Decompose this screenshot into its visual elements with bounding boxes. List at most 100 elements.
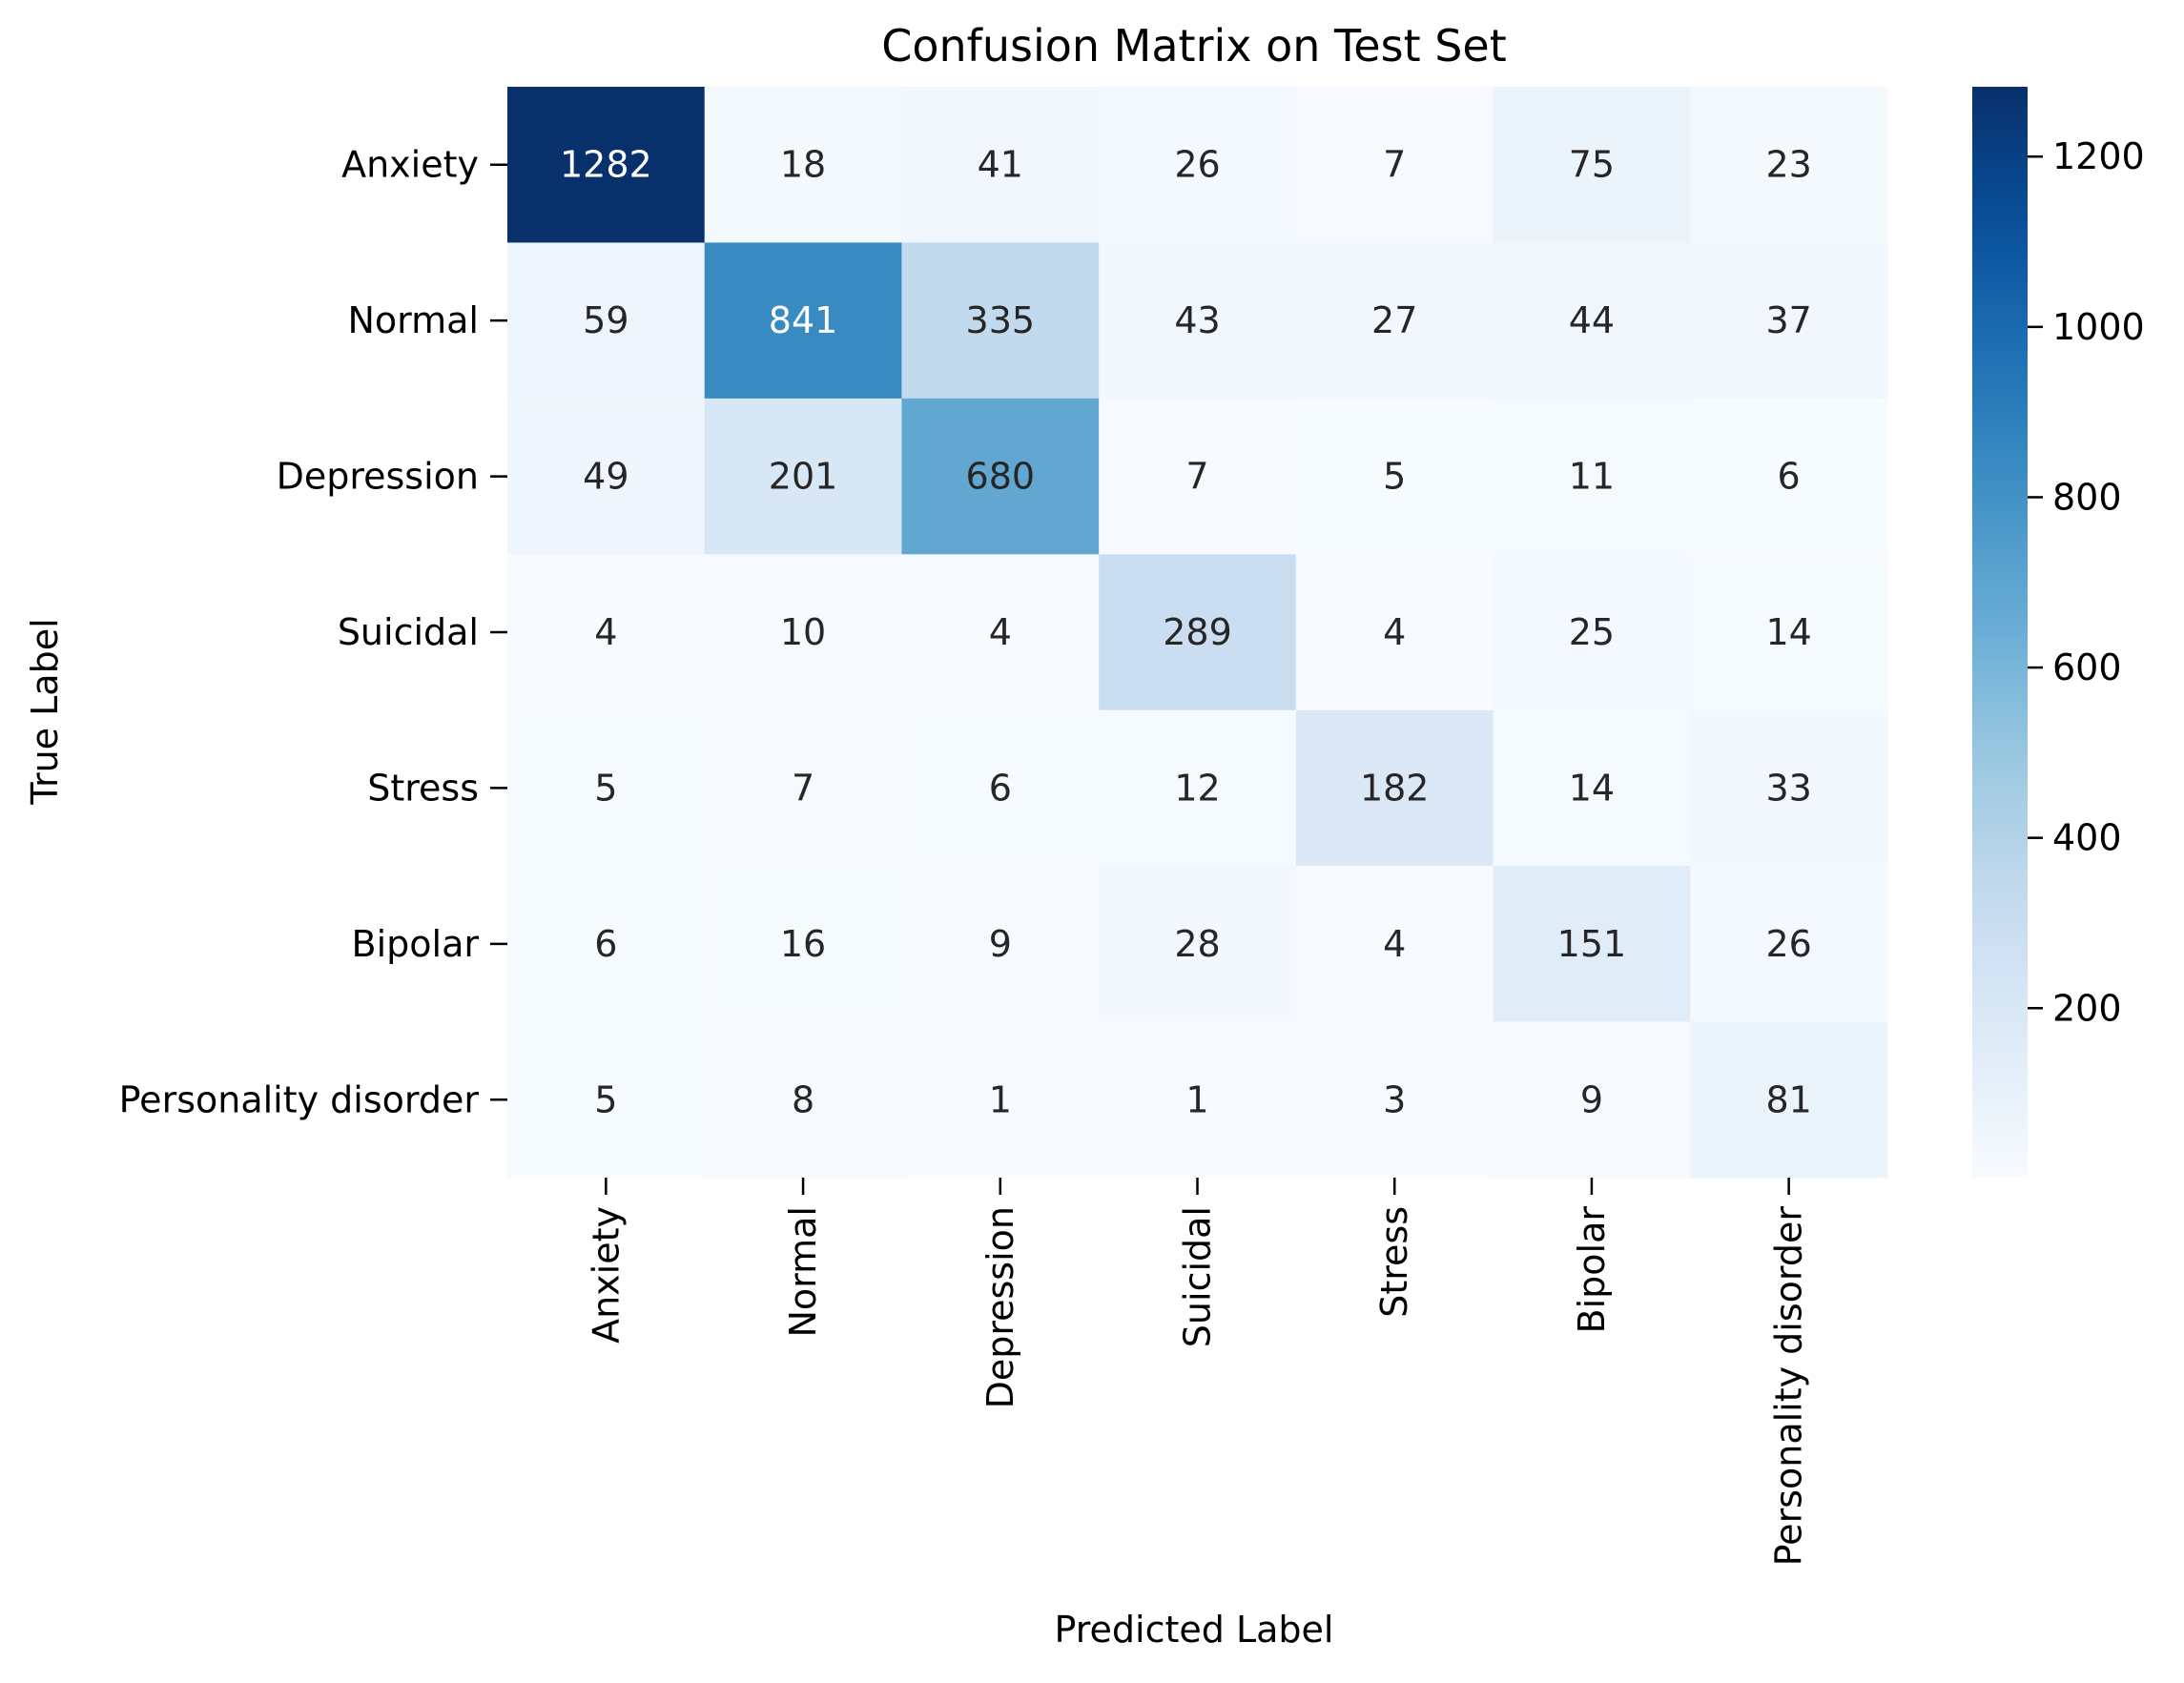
x-tick-label: Bipolar: [1571, 1206, 1613, 1334]
cell-value-label: 26: [1765, 923, 1811, 965]
cell-value-label: 6: [989, 767, 1012, 809]
y-tick-labels: Anxiety Normal Depression Suicidal Stress Bip…: [119, 144, 507, 1120]
cell-value-label: 16: [780, 923, 826, 965]
cell-value-label: 1: [1185, 1078, 1208, 1120]
heatmap-cell: [507, 709, 706, 867]
cell-value-label: 9: [1580, 1078, 1603, 1120]
x-tick-label: Suicidal: [1177, 1206, 1219, 1347]
heatmap-cell: [901, 554, 1100, 711]
heatmap-cell: [1295, 709, 1494, 867]
heatmap-cell: [1493, 554, 1691, 711]
cell-value-label: 4: [989, 611, 1012, 653]
heatmap-cell: [901, 398, 1100, 555]
cell-value-label: 9: [989, 923, 1012, 965]
heatmap-cell: [704, 398, 903, 555]
cell-value-label: 12: [1174, 767, 1220, 809]
heatmap-cell: [1690, 709, 1888, 867]
cell-value-label: 43: [1174, 299, 1220, 341]
heatmap-cell: [1493, 242, 1691, 400]
x-tick-labels: Anxiety Normal Depression Suicidal Stress Bip…: [585, 1178, 1810, 1567]
cell-value-label: 6: [1778, 456, 1801, 498]
heatmap-cell: [1690, 242, 1888, 400]
heatmap-cell: [507, 1021, 706, 1179]
cell-value-label: 23: [1765, 144, 1811, 186]
cell-value-label: 182: [1360, 767, 1430, 809]
heatmap-cell: [1295, 398, 1494, 555]
cell-value-label: 59: [583, 299, 628, 341]
x-tick-label: Personality disorder: [1768, 1206, 1810, 1567]
x-tick-label: Depression: [979, 1206, 1021, 1408]
cell-value-label: 5: [1383, 456, 1406, 498]
heatmap-cell: [1690, 554, 1888, 711]
cell-value-label: 1: [989, 1078, 1012, 1120]
heatmap-cell: [901, 242, 1100, 400]
cell-value-label: 18: [780, 144, 826, 186]
cell-value-label: 3: [1383, 1078, 1406, 1120]
cell-value-label: 41: [978, 144, 1023, 186]
cell-value-label: 201: [769, 456, 838, 498]
y-tick-label: Depression: [277, 456, 479, 498]
cell-value-label: 75: [1569, 144, 1615, 186]
heatmap-cell: [507, 554, 706, 711]
colorbar-tick-label: 200: [2052, 987, 2122, 1029]
cell-value-label: 5: [594, 1078, 617, 1120]
cell-value-label: 4: [594, 611, 617, 653]
heatmap-cell: [1099, 398, 1297, 555]
colorbar-tick-label: 800: [2052, 476, 2122, 518]
heatmap-cell: [1295, 1021, 1494, 1179]
heatmap-cell: [1690, 398, 1888, 555]
cell-value-label: 25: [1569, 611, 1615, 653]
heatmap-cell: [704, 87, 903, 244]
cell-value-label: 81: [1765, 1078, 1811, 1120]
cell-value-label: 33: [1765, 767, 1811, 809]
heatmap-cell: [704, 866, 903, 1023]
y-tick-label: Suicidal: [338, 611, 479, 653]
heatmap-cell: [507, 866, 706, 1023]
heatmap-cell: [901, 1021, 1100, 1179]
cell-value-label: 151: [1557, 923, 1627, 965]
cell-value-label: 28: [1174, 923, 1220, 965]
heatmap-cell: [704, 1021, 903, 1179]
x-tick-label: Anxiety: [585, 1206, 627, 1344]
heatmap-cell: [1099, 1021, 1297, 1179]
cell-value-label: 335: [966, 299, 1036, 341]
cell-value-label: 289: [1163, 611, 1232, 653]
heatmap-cell: [1295, 554, 1494, 711]
heatmap-cell: [1690, 87, 1888, 244]
cell-value-label: 7: [1185, 456, 1208, 498]
heatmap-cell: [507, 87, 706, 244]
heatmap-cell: [1690, 1021, 1888, 1179]
cell-value-label: 4: [1383, 923, 1406, 965]
x-tick-label: Normal: [782, 1206, 824, 1338]
colorbar-tick-label: 400: [2052, 817, 2122, 859]
cell-value-label: 37: [1765, 299, 1811, 341]
colorbar-tick-label: 600: [2052, 647, 2122, 688]
x-axis-label: Predicted Label: [1055, 1609, 1334, 1651]
heatmap-cell: [1493, 866, 1691, 1023]
colorbar-ramp: [1972, 87, 2028, 1178]
heatmap-cell: [1099, 866, 1297, 1023]
heatmap-cell: [901, 709, 1100, 867]
colorbar-tick-label: 1000: [2052, 306, 2145, 348]
cell-value-label: 11: [1569, 456, 1615, 498]
heatmap-cell: [704, 242, 903, 400]
cell-value-label: 680: [966, 456, 1036, 498]
heatmap-cell: [507, 398, 706, 555]
y-tick-label: Anxiety: [341, 144, 479, 186]
cell-value-label: 27: [1371, 299, 1417, 341]
heatmap-cell: [1099, 87, 1297, 244]
heatmap-cell: [704, 709, 903, 867]
cell-value-label: 49: [583, 456, 628, 498]
heatmap-cell: [1690, 866, 1888, 1023]
cell-value-label: 6: [594, 923, 617, 965]
heatmap-cell: [1493, 398, 1691, 555]
cell-value-label: 841: [769, 299, 838, 341]
heatmap-cell: [901, 87, 1100, 244]
cell-value-label: 4: [1383, 611, 1406, 653]
cell-value-label: 7: [792, 767, 814, 809]
heatmap-cell: [1493, 1021, 1691, 1179]
chart-title: Confusion Matrix on Test Set: [881, 20, 1507, 72]
heatmap-cell: [1493, 709, 1691, 867]
